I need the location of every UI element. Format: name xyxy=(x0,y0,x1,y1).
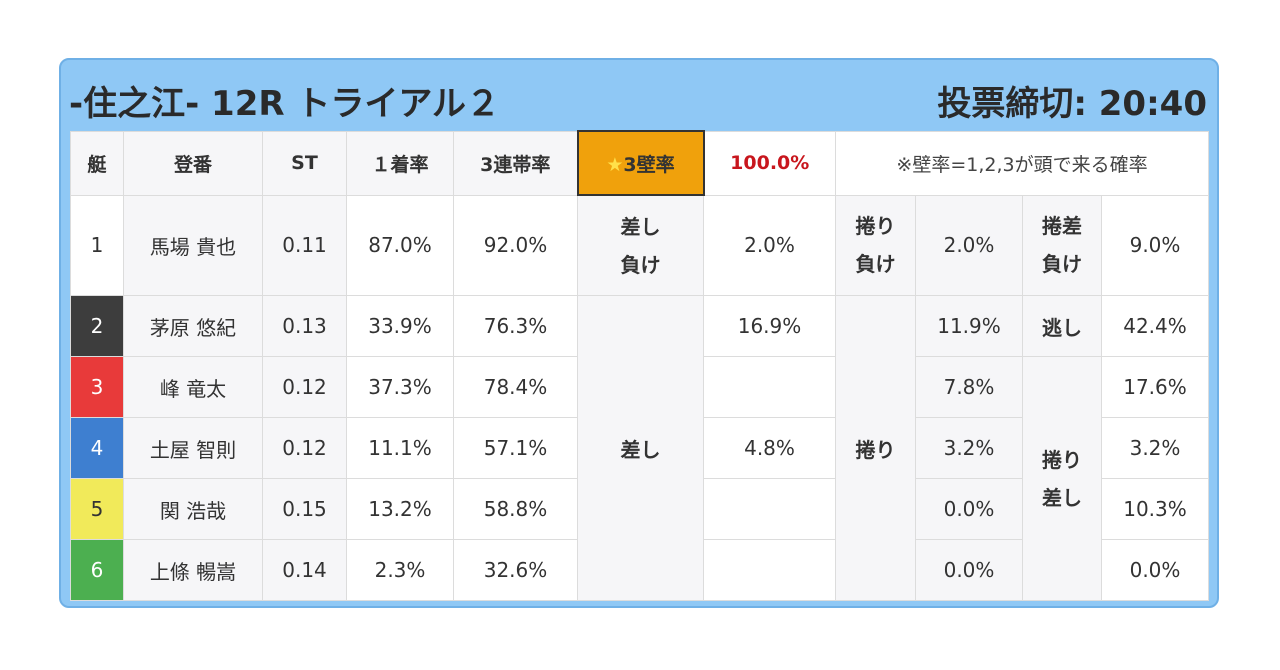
vote-deadline: 投票締切: 20:40 xyxy=(937,84,1207,124)
first-rate: 87.0% xyxy=(346,194,454,296)
makuri-value: 0.0% xyxy=(915,478,1023,540)
trio-rate: 92.0% xyxy=(453,194,578,296)
makurizashi-make-value: 9.0% xyxy=(1101,194,1209,296)
trio-rate: 32.6% xyxy=(453,539,578,601)
race-stats-table: 艇 登番 ST １着率 3連帯率 ★3壁率 100.0% ※壁率=1,2,3が頭… xyxy=(70,130,1209,601)
makurizashi-value: 10.3% xyxy=(1101,478,1209,540)
sashi-make-line2: 負け xyxy=(620,252,661,277)
first-rate: 33.9% xyxy=(346,295,454,357)
racer-name: 峰 竜太 xyxy=(123,356,263,418)
makurizashi-value: 0.0% xyxy=(1101,539,1209,601)
boat-number-1: 1 xyxy=(70,194,124,296)
table-row: 3 峰 竜太 0.12 37.3% 78.4% 7.8% 捲り差し 17.6% xyxy=(70,356,1209,601)
nige-value: 42.4% xyxy=(1101,295,1209,357)
sashi-value: 4.8% xyxy=(703,417,836,479)
wall-rate-note: ※壁率=1,2,3が頭で来る確率 xyxy=(835,130,1209,196)
boat-number-6: 6 xyxy=(70,539,124,601)
sashi-make-line1: 差し xyxy=(620,214,661,239)
makuri-value: 0.0% xyxy=(915,539,1023,601)
start-timing: 0.14 xyxy=(262,539,347,601)
racer-name: 馬場 貴也 xyxy=(123,194,263,296)
table-row: 1 馬場 貴也 0.11 87.0% 92.0% 差し 負け 2.0% 捲り 負け … xyxy=(70,194,1209,296)
wall-rate-header[interactable]: ★3壁率 xyxy=(576,130,705,196)
table-row: 4 土屋 智則 0.12 11.1% 57.1% 4.8% 3.2% 3.2% xyxy=(70,417,1209,479)
first-rate: 13.2% xyxy=(346,478,454,540)
first-rate: 11.1% xyxy=(346,417,454,479)
racer-name: 土屋 智則 xyxy=(123,417,263,479)
makuri-label: 捲り xyxy=(835,295,916,601)
boat-number-2: 2 xyxy=(70,295,124,357)
table-header-row: 艇 登番 ST １着率 3連帯率 ★3壁率 100.0% ※壁率=1,2,3が頭… xyxy=(70,130,1209,196)
boat-number-5: 5 xyxy=(70,478,124,540)
makuri-make-line1: 捲り xyxy=(855,214,896,239)
makurizashi-value: 17.6% xyxy=(1101,356,1209,418)
trio-rate: 78.4% xyxy=(453,356,578,418)
sashi-value xyxy=(703,539,836,601)
makuri-make-value: 2.0% xyxy=(915,194,1023,296)
col-boat-header: 艇 xyxy=(70,130,124,196)
start-timing: 0.13 xyxy=(262,295,347,357)
sashi-make-label: 差し 負け xyxy=(577,194,704,296)
trio-rate: 57.1% xyxy=(453,417,578,479)
start-timing: 0.11 xyxy=(262,194,347,296)
racer-name: 茅原 悠紀 xyxy=(123,295,263,357)
makurizashi-make-label: 捲差 負け xyxy=(1022,194,1102,296)
racer-name: 関 浩哉 xyxy=(123,478,263,540)
boat-number-3: 3 xyxy=(70,356,124,418)
makuri-value: 11.9% xyxy=(915,295,1023,357)
table-row: 5 関 浩哉 0.15 13.2% 58.8% 0.0% 10.3% xyxy=(70,478,1209,540)
col-st-header: ST xyxy=(262,130,347,196)
col-register-header: 登番 xyxy=(123,130,263,196)
first-rate: 2.3% xyxy=(346,539,454,601)
makurizashi-make-line2: 負け xyxy=(1042,252,1082,277)
sashi-label: 差し xyxy=(577,295,704,601)
sashi-value xyxy=(703,356,836,418)
sashi-value xyxy=(703,478,836,540)
sashi-value: 16.9% xyxy=(703,295,836,357)
boat-number-4: 4 xyxy=(70,417,124,479)
start-timing: 0.12 xyxy=(262,356,347,418)
makurizashi-label: 捲り 差し xyxy=(1022,356,1102,601)
makuri-make-label: 捲り 負け xyxy=(835,194,916,296)
sashi-make-value: 2.0% xyxy=(703,194,836,296)
first-rate: 37.3% xyxy=(346,356,454,418)
race-title: -住之江- 12R トライアル２ xyxy=(69,84,501,124)
makuri-value: 7.8% xyxy=(915,356,1023,418)
star-icon: ★ xyxy=(606,153,624,176)
makuri-make-line2: 負け xyxy=(855,252,896,277)
wall-rate-value: 100.0% xyxy=(703,130,836,196)
wall-rate-label: 3壁率 xyxy=(623,153,675,176)
trio-rate: 76.3% xyxy=(453,295,578,357)
nige-label: 逃し xyxy=(1022,295,1102,357)
table-row: 6 上條 暢嵩 0.14 2.3% 32.6% 0.0% 0.0% xyxy=(70,539,1209,601)
makurizashi-value: 3.2% xyxy=(1101,417,1209,479)
makurizashi-line1: 捲り xyxy=(1042,447,1082,472)
race-header: -住之江- 12R トライアル２ 投票締切: 20:40 xyxy=(61,60,1217,130)
makuri-value: 3.2% xyxy=(915,417,1023,479)
start-timing: 0.15 xyxy=(262,478,347,540)
col-trio-rate-header: 3連帯率 xyxy=(453,130,578,196)
start-timing: 0.12 xyxy=(262,417,347,479)
table-row: 2 茅原 悠紀 0.13 33.9% 76.3% 差し 16.9% 捲り 11.… xyxy=(70,295,1209,601)
trio-rate: 58.8% xyxy=(453,478,578,540)
makurizashi-make-line1: 捲差 xyxy=(1042,214,1082,239)
col-first-rate-header: １着率 xyxy=(346,130,454,196)
racer-name: 上條 暢嵩 xyxy=(123,539,263,601)
makurizashi-line2: 差し xyxy=(1042,485,1082,510)
race-card: -住之江- 12R トライアル２ 投票締切: 20:40 艇 登番 ST １着率… xyxy=(59,58,1219,608)
